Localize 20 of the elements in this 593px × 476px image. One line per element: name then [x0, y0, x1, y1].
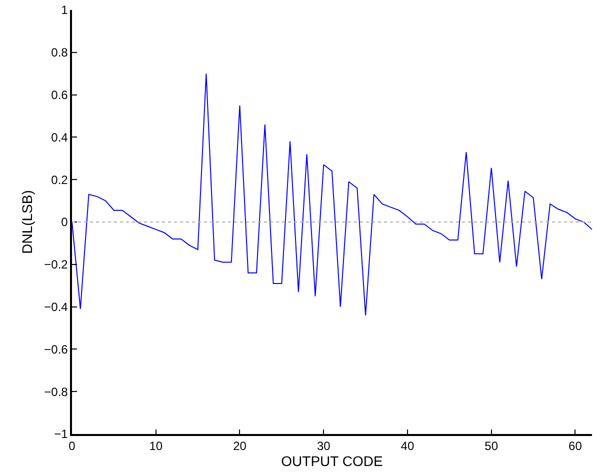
y-tick-label: −0.2 [44, 258, 68, 272]
x-tick-label: 20 [233, 439, 247, 454]
y-tick-label: 0.8 [51, 46, 68, 60]
y-tick-label: −0.4 [44, 300, 68, 314]
x-tick-label: 30 [316, 439, 331, 454]
y-tick-label: 0.6 [51, 88, 68, 102]
x-tick-label: 50 [484, 439, 498, 454]
x-tick-label: 40 [400, 439, 414, 454]
x-tick-label: 60 [568, 439, 582, 454]
y-tick-label: 0 [61, 215, 68, 230]
y-axis-title: DNL(LSB) [19, 190, 36, 254]
line-series [72, 73, 592, 316]
x-axis-title: OUTPUT CODE [281, 453, 383, 470]
y-tick-label: −0.6 [44, 342, 68, 356]
y-tick-label: −1 [54, 427, 68, 442]
y-tick-label: 0.4 [51, 130, 68, 144]
y-tick-label: 0.2 [51, 172, 68, 187]
x-tick-label: 10 [149, 439, 163, 454]
y-tick-label: 1 [61, 3, 68, 18]
y-tick-label: −0.8 [44, 384, 68, 399]
